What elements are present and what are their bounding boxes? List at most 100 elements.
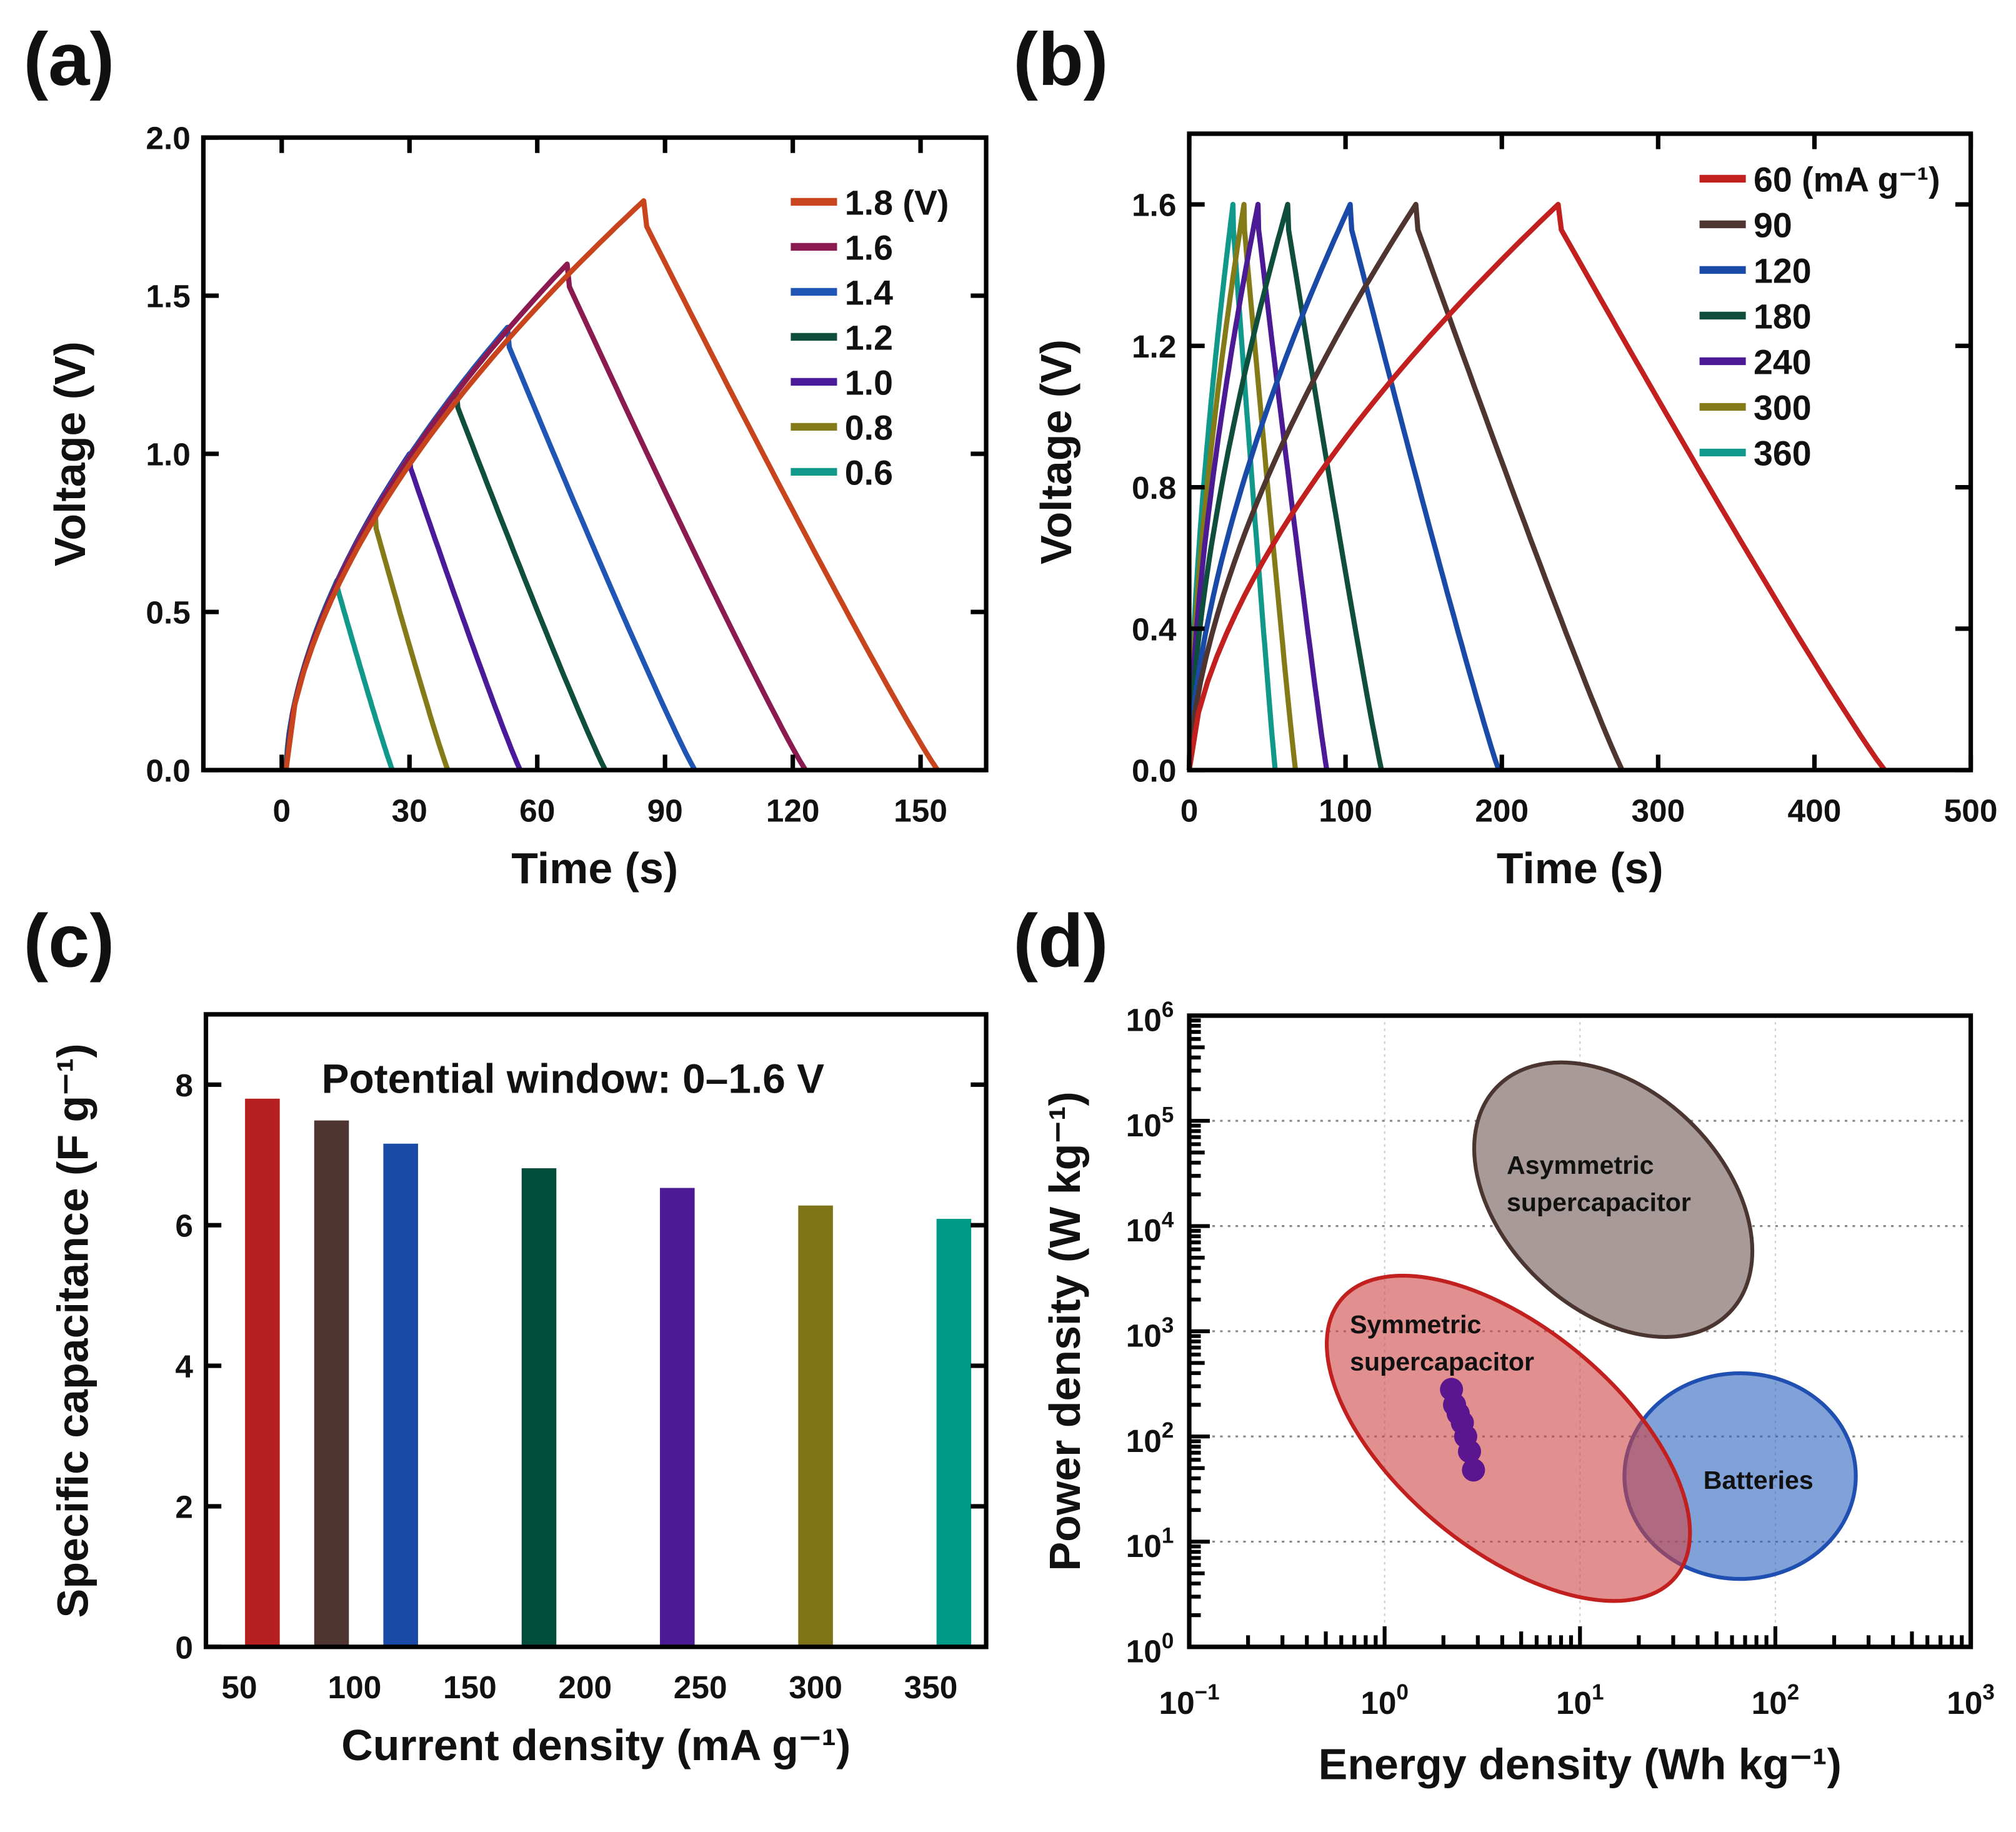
x-axis-label: Energy density (Wh kg⁻¹) — [1319, 1740, 1842, 1789]
bar-120 — [383, 1143, 418, 1647]
legend-label: 1.2 — [845, 318, 893, 357]
legend-label: 60 (mA g⁻¹) — [1754, 160, 1940, 199]
series-group — [1186, 201, 1887, 772]
tick-base: 10 — [1752, 1684, 1787, 1721]
legend-label: 180 — [1754, 298, 1812, 336]
tick-exponent: 5 — [1162, 1103, 1174, 1127]
chart-c: Current density (mA g⁻¹) Specific capacit… — [48, 1012, 989, 1769]
y-tick-label: 0 — [175, 1629, 193, 1665]
series-line-300 — [1186, 201, 1299, 771]
y-tick-label: 8 — [175, 1067, 193, 1103]
x-tick-label: 150 — [443, 1669, 497, 1705]
region-label: Asymmetric — [1507, 1151, 1654, 1179]
y-tick-label: 1.2 — [1132, 328, 1176, 364]
panel-label-a: (a) — [23, 18, 114, 101]
legend-label: 300 — [1754, 389, 1812, 428]
x-tick-label: 100 — [1360, 1680, 1409, 1721]
y-tick-label: 105 — [1126, 1103, 1174, 1143]
tick-base: 10 — [1159, 1684, 1194, 1721]
series-line-120 — [1186, 201, 1502, 771]
tick-exponent: 1 — [1592, 1680, 1604, 1704]
data-point — [1462, 1458, 1485, 1482]
region-label: supercapacitor — [1507, 1188, 1691, 1217]
tick-base: 10 — [1556, 1684, 1592, 1721]
y-tick-label: 103 — [1126, 1313, 1174, 1354]
legend-label: 1.8 (V) — [845, 183, 949, 222]
x-tick-label: 103 — [1947, 1680, 1995, 1721]
y-tick-label: 0.5 — [146, 594, 190, 631]
legend-label: 120 — [1754, 252, 1812, 291]
chart-b: Time (s) Voltage (V) 0 100 200 300 400 500 0.0 0.… — [1032, 131, 1998, 893]
series-line-1.8 — [283, 198, 940, 772]
legend-label: 1.4 — [845, 273, 893, 312]
series-line-1.4 — [283, 324, 697, 772]
series-line-1.0 — [283, 451, 523, 771]
series-line-1.2 — [283, 388, 608, 771]
tick-exponent: −1 — [1195, 1680, 1220, 1704]
bar-360 — [936, 1219, 972, 1647]
x-axis-label: Time (s) — [1497, 844, 1664, 893]
panel-label-b: (b) — [1013, 18, 1108, 101]
y-tick-label: 0.0 — [1132, 753, 1176, 789]
tick-exponent: 2 — [1162, 1418, 1174, 1443]
tick-exponent: 1 — [1162, 1524, 1174, 1548]
tick-base: 10 — [1126, 1633, 1162, 1669]
y-axis-label: Power density (W kg⁻¹) — [1040, 1091, 1089, 1571]
series-line-240 — [1186, 201, 1330, 771]
y-tick-label: 104 — [1126, 1208, 1174, 1249]
y-axis-label: Specific capacitance (F g⁻¹) — [48, 1043, 97, 1618]
tick-exponent: 3 — [1162, 1313, 1174, 1338]
tick-base: 10 — [1126, 1212, 1162, 1248]
x-tick-label: 100 — [1319, 792, 1372, 828]
y-tick-label: 101 — [1126, 1524, 1174, 1564]
y-tick-label: 2.0 — [146, 120, 190, 156]
x-axis-label: Time (s) — [511, 844, 678, 893]
x-tick-label: 300 — [1631, 792, 1685, 828]
x-tick-label: 101 — [1556, 1680, 1604, 1721]
series-group — [283, 198, 940, 772]
region-label: supercapacitor — [1350, 1348, 1534, 1376]
chart-a: Time (s) Voltage (V) 0 30 60 90 120 150 0.0 0.5 1.… — [46, 120, 989, 893]
y-axis-label: Voltage (V) — [46, 341, 94, 566]
x-tick-label: 60 — [519, 792, 555, 828]
x-tick-label: 30 — [392, 792, 427, 828]
y-tick-label: 102 — [1126, 1418, 1174, 1459]
panel-label-c: (c) — [23, 900, 114, 983]
x-tick-label: 500 — [1944, 792, 1998, 828]
x-tick-label: 200 — [558, 1669, 612, 1705]
bar-90 — [314, 1120, 349, 1647]
tick-base: 10 — [1360, 1684, 1396, 1721]
series-line-180 — [1186, 201, 1384, 771]
legend-label: 240 — [1754, 343, 1812, 382]
tick-exponent: 3 — [1982, 1680, 1994, 1704]
y-tick-label: 1.0 — [146, 436, 190, 473]
series-line-1.6 — [283, 261, 808, 772]
x-tick-label: 350 — [904, 1669, 958, 1705]
y-tick-label: 0.8 — [1132, 469, 1176, 506]
tick-base: 10 — [1126, 1528, 1162, 1564]
tick-exponent: 0 — [1162, 1629, 1174, 1653]
legend-label: 1.6 — [845, 228, 893, 267]
x-tick-label: 250 — [674, 1669, 727, 1705]
tick-base: 10 — [1126, 1002, 1162, 1038]
y-tick-label: 4 — [175, 1348, 193, 1384]
x-tick-label: 300 — [789, 1669, 842, 1705]
legend-label: 90 — [1754, 206, 1792, 244]
bar-240 — [660, 1188, 695, 1647]
y-tick-label: 2 — [175, 1488, 193, 1524]
plot-frame-c — [203, 1012, 989, 1649]
x-tick-label: 200 — [1475, 792, 1529, 828]
x-tick-label: 10−1 — [1159, 1680, 1219, 1721]
region-label: Symmetric — [1350, 1310, 1481, 1339]
x-tick-label: 90 — [647, 792, 683, 828]
x-axis-label: Current density (mA g⁻¹) — [341, 1721, 851, 1769]
region-symmetric-supercapacitor — [1325, 1273, 1692, 1603]
tick-base: 10 — [1126, 1107, 1162, 1143]
tick-base: 10 — [1947, 1684, 1982, 1721]
plot-frame-b — [1187, 131, 1974, 773]
legend-label: 0.8 — [845, 408, 893, 447]
x-tick-label: 120 — [766, 792, 820, 828]
data-point — [1458, 1439, 1482, 1463]
legend-label: 360 — [1754, 434, 1812, 473]
